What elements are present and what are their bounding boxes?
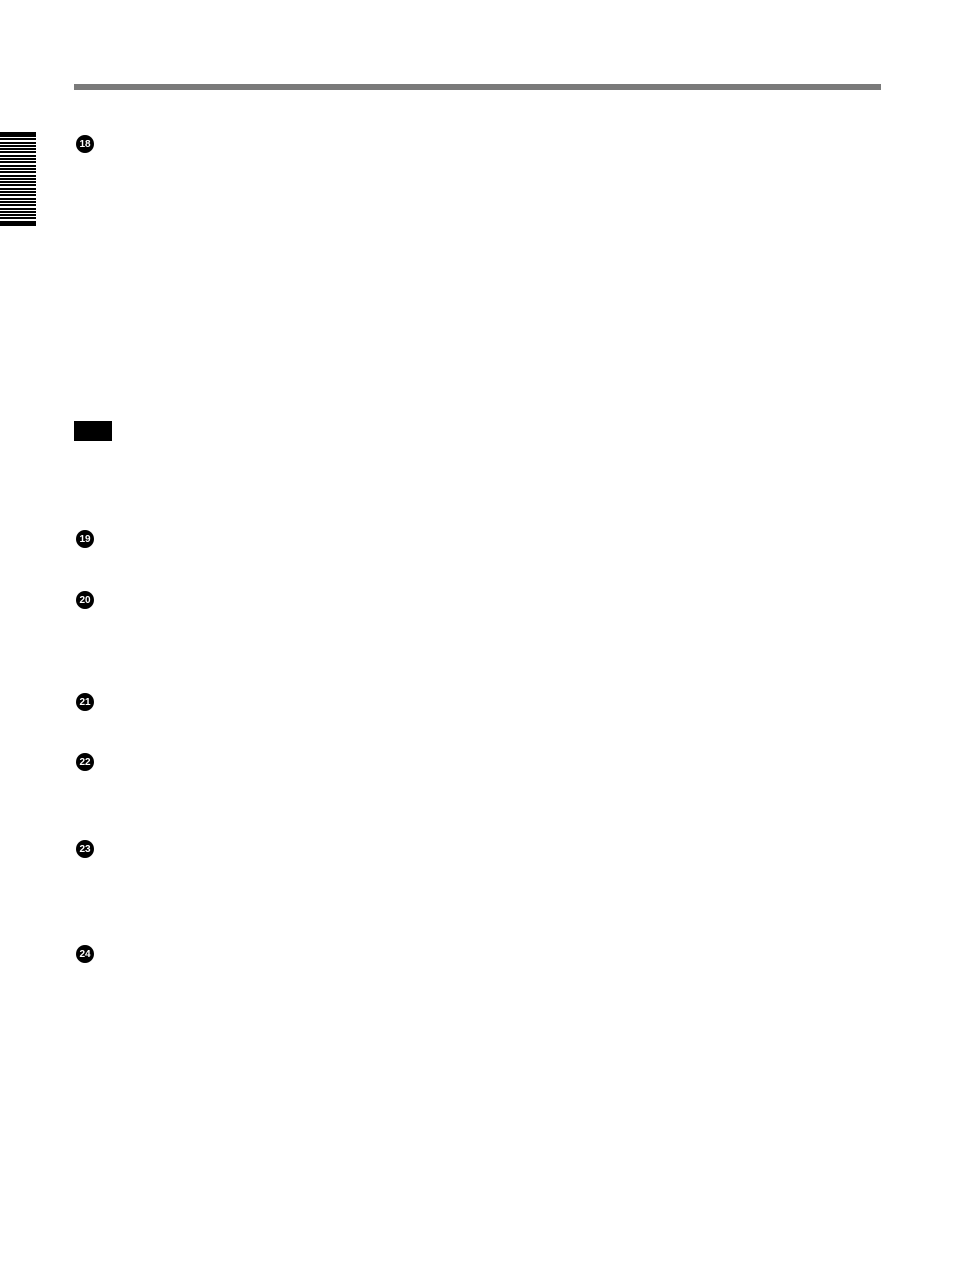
- step-circle-18: 18: [76, 135, 94, 153]
- barcode-icon: [0, 132, 36, 226]
- step-circle-23: 23: [76, 840, 94, 858]
- step-circle-24: 24: [76, 945, 94, 963]
- step-circle-21: 21: [76, 693, 94, 711]
- step-circle-22: 22: [76, 753, 94, 771]
- horizontal-divider: [74, 84, 881, 90]
- step-circle-20: 20: [76, 591, 94, 609]
- black-rectangle: [74, 421, 112, 441]
- step-circle-19: 19: [76, 530, 94, 548]
